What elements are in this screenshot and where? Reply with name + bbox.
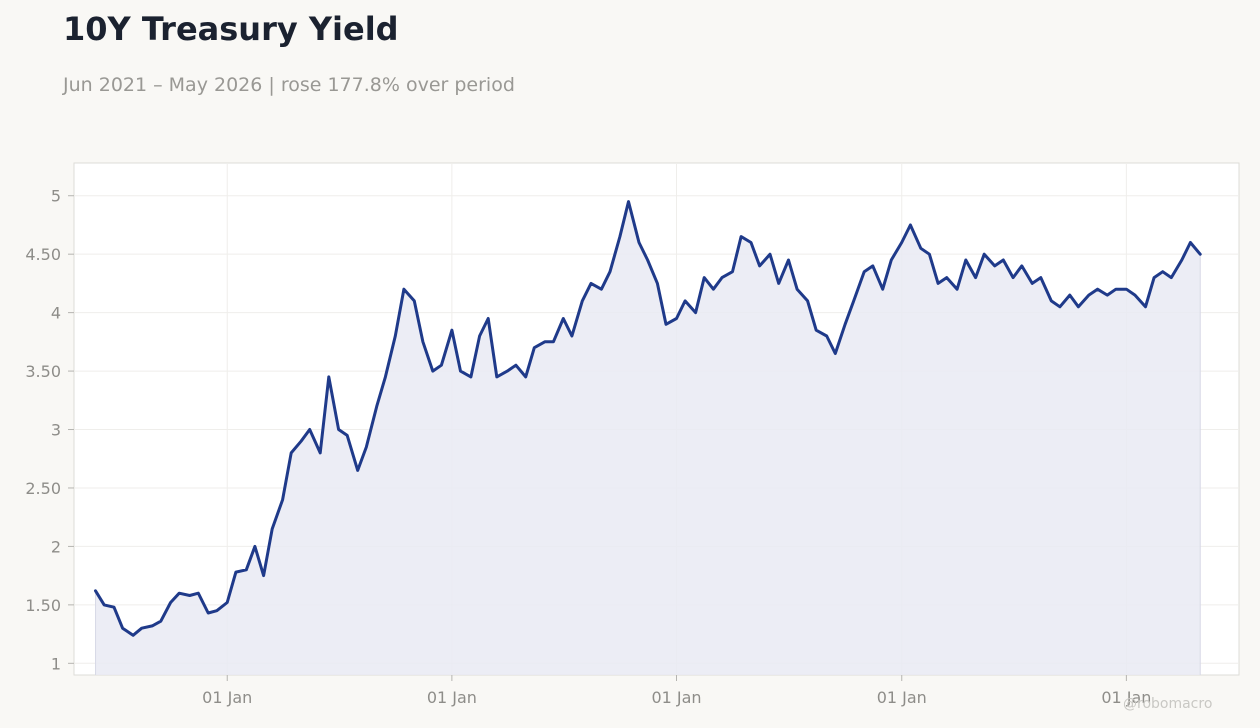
x-tick-label: 01 Jan (651, 688, 701, 707)
series-line (94, 200, 1202, 637)
x-axis: 01 Jan 01 Jan 01 Jan 01 Jan 01 Jan (202, 675, 1151, 707)
y-tick-label: 1.50 (25, 596, 61, 615)
series-area (95, 201, 1201, 675)
x-tick-label: 01 Jan (877, 688, 927, 707)
x-tick-label: 01 Jan (427, 688, 477, 707)
y-tick-label: 5 (51, 187, 61, 206)
y-tick-label: 2 (51, 537, 61, 556)
chart-subtitle: Jun 2021 – May 2026 | rose 177.8% over p… (63, 74, 515, 96)
y-axis: 1 1.50 2 2.50 3 3.50 4 4.50 5 (25, 187, 74, 673)
chart-title: 10Y Treasury Yield (63, 10, 399, 48)
x-tick-label: 01 Jan (1101, 688, 1151, 707)
y-tick-label: 2.50 (25, 479, 61, 498)
y-tick-label: 3 (51, 421, 61, 440)
watermark: @robomacro (1123, 696, 1213, 712)
y-tick-label: 4 (51, 304, 61, 323)
y-tick-label: 1 (51, 654, 61, 673)
y-tick-label: 4.50 (25, 245, 61, 264)
area-layer (94, 200, 1202, 675)
y-tick-label: 3.50 (25, 362, 61, 381)
x-tick-label: 01 Jan (202, 688, 252, 707)
